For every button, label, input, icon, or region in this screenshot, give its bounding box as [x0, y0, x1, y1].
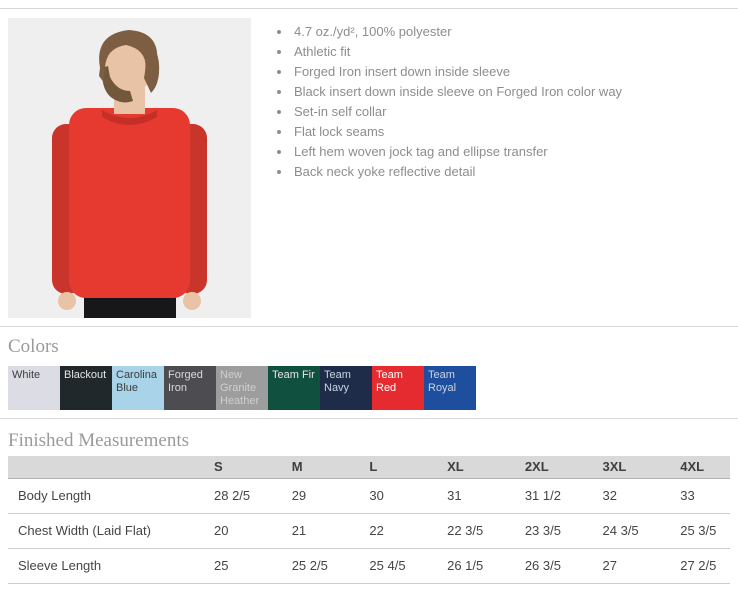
feature-item: 4.7 oz./yd², 100% polyester	[292, 22, 622, 42]
measurement-value: 26 3/5	[496, 548, 575, 584]
product-photo	[8, 18, 251, 318]
color-swatches: White Blackout Carolina Blue Forged Iron New…	[8, 366, 730, 410]
size-column-header-2xl: 2XL	[496, 456, 575, 479]
size-column-header-m: M	[263, 456, 342, 479]
color-swatch-carolina-blue[interactable]: Carolina Blue	[112, 366, 164, 410]
measurement-value: 31 1/2	[496, 478, 575, 514]
size-column-header-3xl: 3XL	[574, 456, 653, 479]
shirt-torso-shape	[69, 108, 190, 298]
measurements-table-body: Body Length 28 2/5 29 30 31 31 1/2 32 33 Chest W…	[8, 478, 730, 584]
measurement-value: 27 2/5	[652, 548, 730, 584]
measurement-row: Body Length 28 2/5 29 30 31 31 1/2 32 33	[8, 478, 730, 514]
measurement-value: 22	[341, 513, 420, 549]
color-swatch-team-royal[interactable]: Team Royal	[424, 366, 476, 410]
color-swatch-team-fir[interactable]: Team Fir	[268, 366, 320, 410]
measurement-row-label: Body Length	[8, 478, 186, 514]
color-swatch-team-red[interactable]: Team Red	[372, 366, 424, 410]
size-column-header-l: L	[341, 456, 420, 479]
model-illustration	[8, 18, 251, 318]
measurement-value: 20	[186, 513, 264, 549]
beard-shape	[101, 66, 133, 103]
measurement-value: 31	[419, 478, 497, 514]
size-header-row: S M L XL 2XL 3XL 4XL	[8, 456, 730, 479]
size-column-header-4xl: 4XL	[652, 456, 730, 479]
feature-item: Black insert down inside sleeve on Forge…	[292, 82, 622, 102]
measurement-value: 25 4/5	[341, 548, 420, 584]
measurement-value: 27	[574, 548, 653, 584]
colors-section: Colors White Blackout Carolina Blue Forged …	[0, 327, 738, 418]
color-swatch-new-granite-heather[interactable]: New Granite Heather	[216, 366, 268, 410]
measurement-row: Chest Width (Laid Flat) 20 21 22 22 3/5 23 3/…	[8, 513, 730, 549]
measurement-value: 23 3/5	[496, 513, 575, 549]
measurement-value: 21	[263, 513, 342, 549]
feature-item: Flat lock seams	[292, 122, 622, 142]
measurements-table: S M L XL 2XL 3XL 4XL Body Length 28 2/5 29 30 31 31…	[8, 456, 730, 584]
feature-item: Forged Iron insert down inside sleeve	[292, 62, 622, 82]
size-column-header-s: S	[186, 456, 264, 479]
feature-item: Back neck yoke reflective detail	[292, 162, 622, 182]
measurement-row-label: Chest Width (Laid Flat)	[8, 513, 186, 549]
color-swatch-team-navy[interactable]: Team Navy	[320, 366, 372, 410]
measurement-value: 33	[652, 478, 730, 514]
measurement-value: 32	[574, 478, 653, 514]
left-hand-shape	[58, 292, 76, 310]
measurement-value: 26 1/5	[419, 548, 497, 584]
measurement-row: Sleeve Length 25 25 2/5 25 4/5 26 1/5 26 3/5 2…	[8, 548, 730, 584]
measurement-label-column-header	[8, 456, 186, 479]
feature-item: Left hem woven jock tag and ellipse tran…	[292, 142, 622, 162]
right-hand-shape	[183, 292, 201, 310]
measurement-value: 22 3/5	[419, 513, 497, 549]
measurement-value: 25 3/5	[652, 513, 730, 549]
measurements-divider	[0, 418, 738, 419]
color-swatch-white[interactable]: White	[8, 366, 60, 410]
measurement-row-label: Sleeve Length	[8, 548, 186, 584]
size-column-header-xl: XL	[419, 456, 497, 479]
colors-divider	[0, 326, 738, 327]
color-swatch-blackout[interactable]: Blackout	[60, 366, 112, 410]
measurements-table-head: S M L XL 2XL 3XL 4XL	[8, 456, 730, 479]
measurements-section: Finished Measurements S M L XL 2XL 3XL 4XL Bod…	[0, 419, 738, 584]
feature-item: Athletic fit	[292, 42, 622, 62]
hair-back-shape	[137, 40, 160, 93]
measurements-heading: Finished Measurements	[8, 430, 190, 451]
measurement-value: 24 3/5	[574, 513, 653, 549]
measurement-value: 28 2/5	[186, 478, 264, 514]
feature-item: Set-in self collar	[292, 102, 622, 122]
measurement-value: 30	[341, 478, 420, 514]
collar-shape	[102, 110, 157, 125]
measurement-value: 25	[186, 548, 264, 584]
measurement-value: 25 2/5	[263, 548, 342, 584]
feature-list: 4.7 oz./yd², 100% polyesterAthletic fitF…	[261, 22, 622, 318]
measurement-value: 29	[263, 478, 342, 514]
color-swatch-forged-iron[interactable]: Forged Iron	[164, 366, 216, 410]
colors-heading: Colors	[8, 336, 59, 357]
top-divider	[0, 8, 738, 9]
product-overview-section: 4.7 oz./yd², 100% polyesterAthletic fitF…	[0, 9, 738, 326]
